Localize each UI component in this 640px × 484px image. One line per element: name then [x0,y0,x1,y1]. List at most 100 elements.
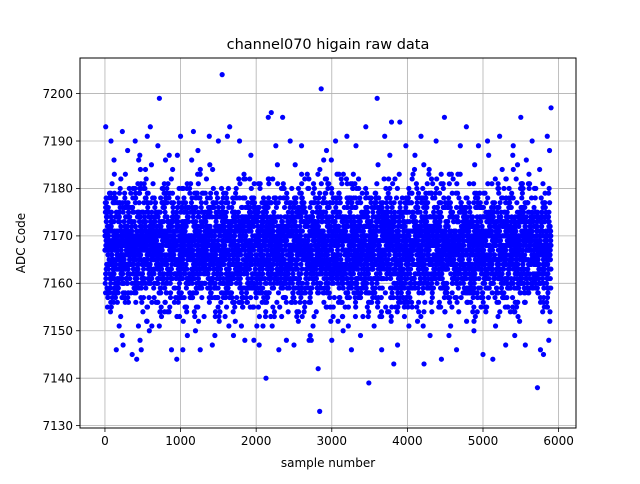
data-point [170,191,175,196]
data-point [421,309,426,314]
data-point [476,276,481,281]
data-point [196,181,201,186]
data-point [196,276,201,281]
data-point [434,186,439,191]
data-point [379,309,384,314]
data-point [254,323,259,328]
data-point [421,162,426,167]
data-point [366,271,371,276]
data-point [277,304,282,309]
data-point [298,271,303,276]
data-point [151,285,156,290]
data-point [231,200,236,205]
data-point [448,205,453,210]
data-point [449,172,454,177]
data-point [307,205,312,210]
data-point [396,229,401,234]
data-point [106,205,111,210]
data-point [364,281,369,286]
data-point [187,186,192,191]
data-point [366,309,371,314]
data-point [409,300,414,305]
data-point [384,200,389,205]
data-point [309,285,314,290]
data-point [305,281,310,286]
data-point [208,191,213,196]
data-point [390,205,395,210]
data-point [165,214,170,219]
data-point [272,314,277,319]
data-point [122,195,127,200]
data-point [471,304,476,309]
data-point [321,157,326,162]
data-point [365,214,370,219]
data-point [248,229,253,234]
data-point [194,205,199,210]
data-point [373,285,378,290]
data-point [309,252,314,257]
data-point [354,281,359,286]
data-point [298,262,303,267]
data-point [333,219,338,224]
data-point [295,266,300,271]
data-point [227,266,232,271]
data-point [420,290,425,295]
data-point [464,195,469,200]
data-point [445,266,450,271]
data-point [301,200,306,205]
data-point [215,304,220,309]
data-point [118,186,123,191]
data-point [332,295,337,300]
data-point [429,309,434,314]
data-point [223,314,228,319]
data-point [203,200,208,205]
data-point [189,200,194,205]
data-point [183,229,188,234]
data-point [327,290,332,295]
data-point [243,233,248,238]
data-point [129,229,134,234]
data-point [456,309,461,314]
data-point [464,319,469,324]
data-point [113,195,118,200]
data-point [475,195,480,200]
data-point [406,195,411,200]
data-point [226,323,231,328]
data-point [216,314,221,319]
data-point [137,153,142,158]
data-point [260,285,265,290]
data-point [270,176,275,181]
data-point [430,290,435,295]
data-point [216,205,221,210]
data-point [260,271,265,276]
data-point [351,271,356,276]
data-point [472,162,477,167]
data-point [154,238,159,243]
data-point [387,186,392,191]
data-point [195,304,200,309]
data-point [356,176,361,181]
data-point [358,290,363,295]
data-point [444,290,449,295]
data-point [292,219,297,224]
data-point [153,200,158,205]
data-point [175,214,180,219]
data-point [430,181,435,186]
data-point [478,285,483,290]
data-point [467,205,472,210]
data-point [357,195,362,200]
data-point [337,191,342,196]
data-point [192,309,197,314]
data-point [478,219,483,224]
data-point [336,224,341,229]
data-point [284,300,289,305]
data-point [407,295,412,300]
data-point [390,181,395,186]
data-point [117,323,122,328]
data-point [409,304,414,309]
data-point [321,195,326,200]
data-point [406,233,411,238]
data-point [207,162,212,167]
data-point [265,295,270,300]
data-point [156,214,161,219]
